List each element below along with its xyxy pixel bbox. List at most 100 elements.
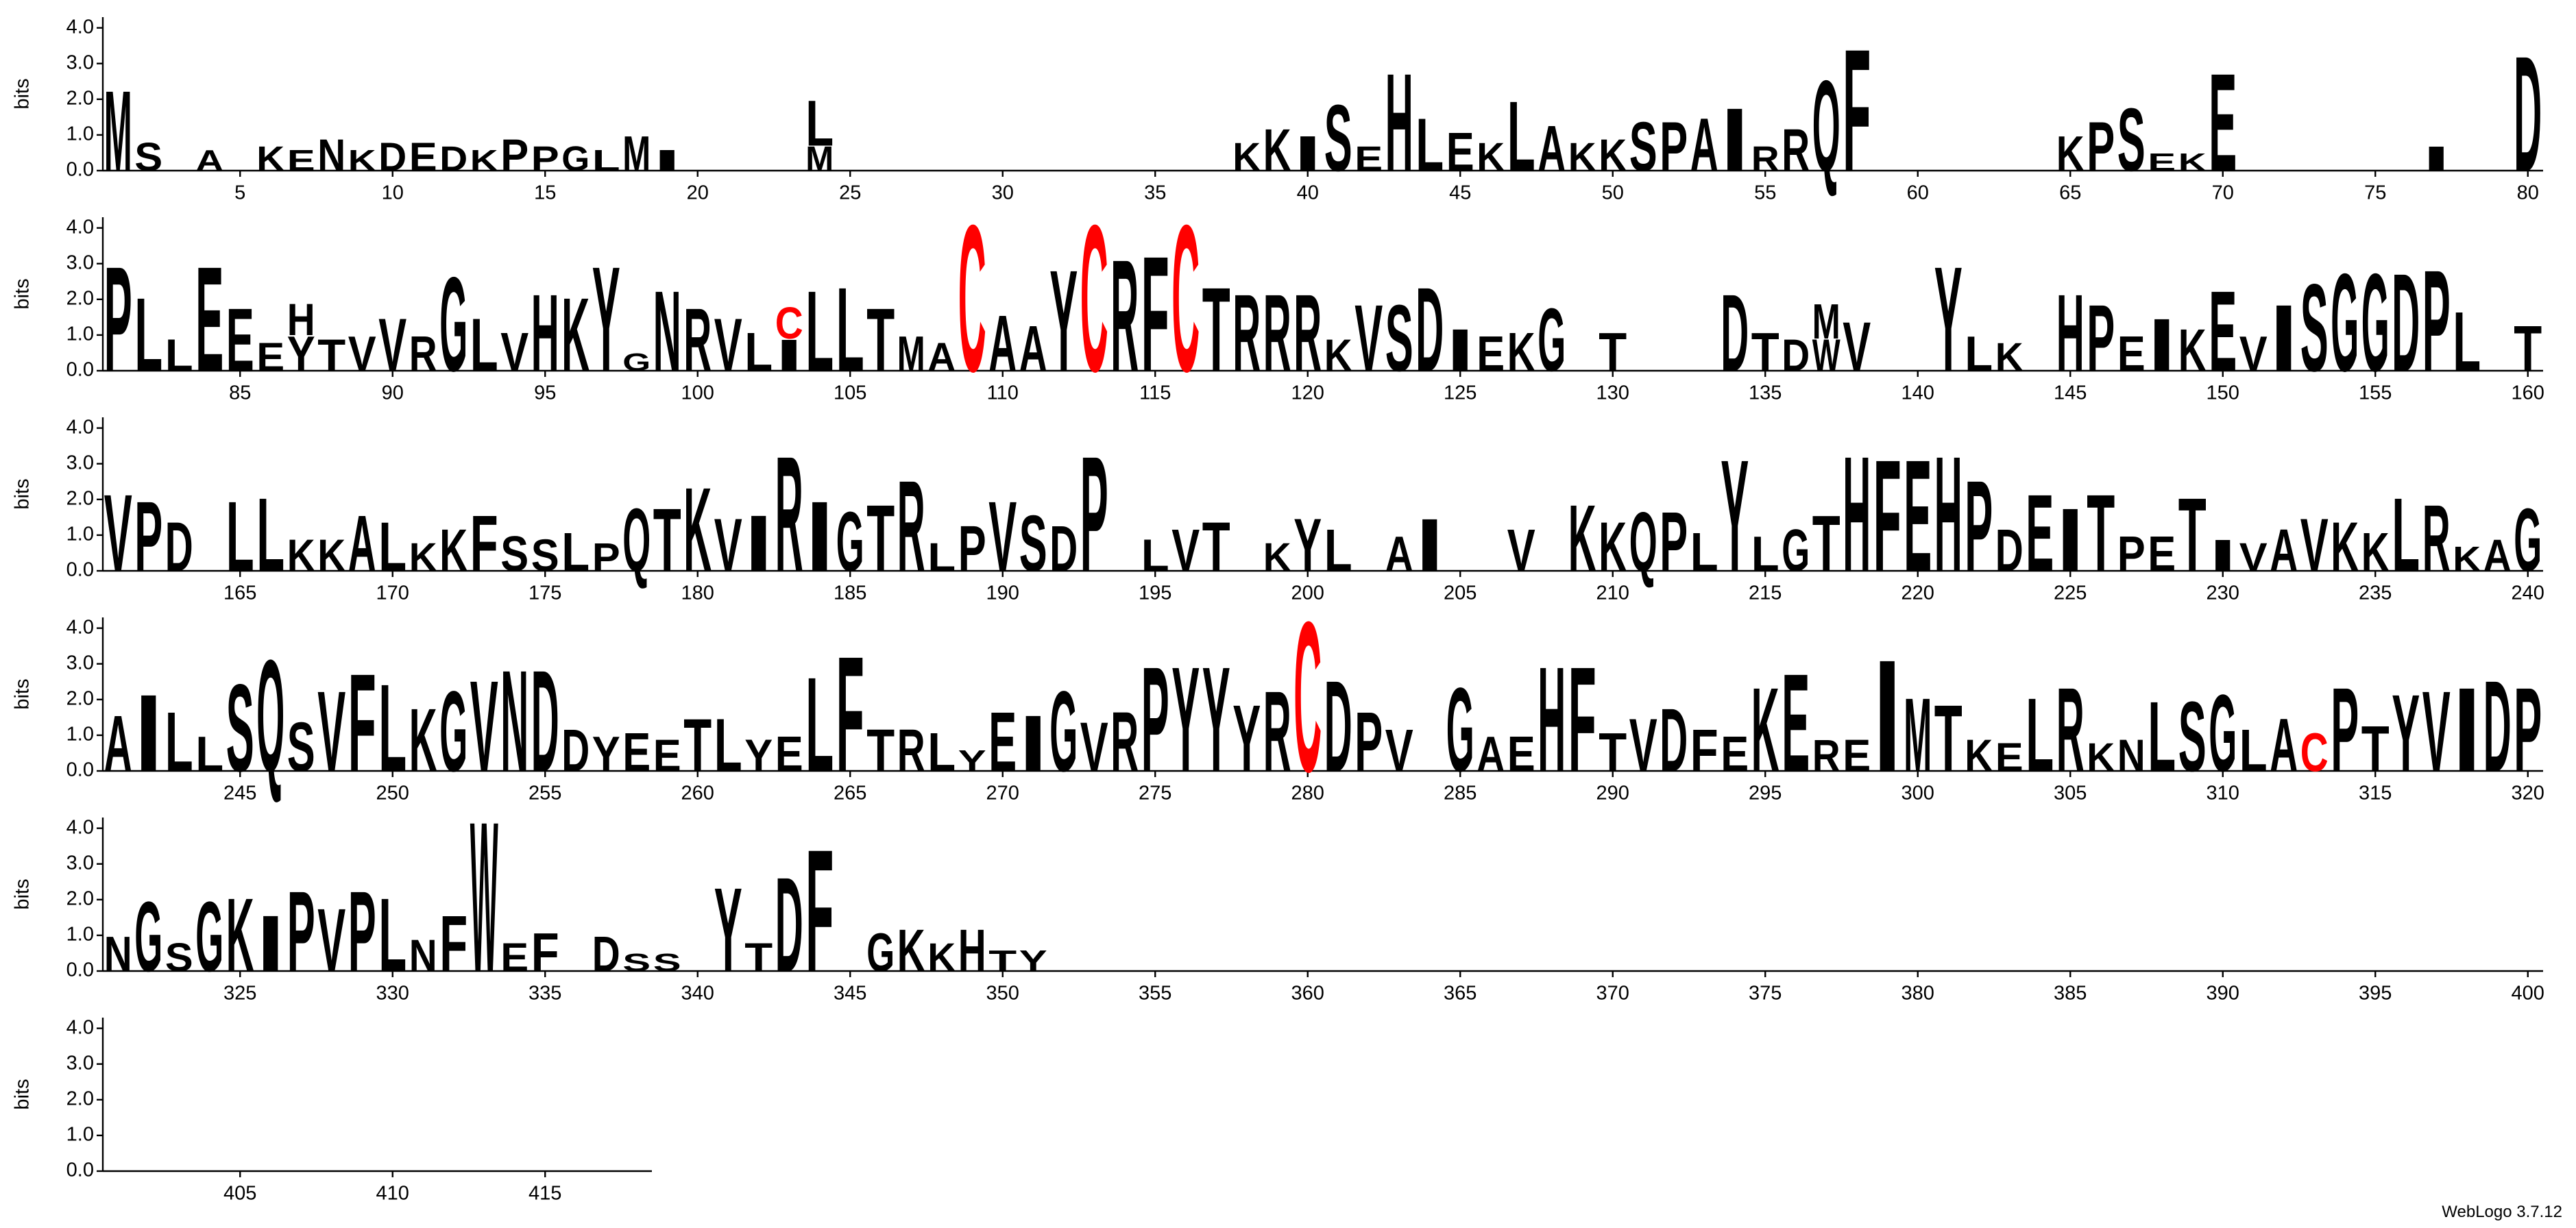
logo-letter: Q (1629, 495, 1657, 589)
logo-letter: D (1995, 517, 2024, 584)
logo-letter: R (1263, 668, 1291, 796)
logo-letter: Y (1202, 636, 1230, 803)
y-tick-label: 2.0 (66, 887, 94, 909)
logo-letter: R (1110, 227, 1139, 405)
logo-letter: I (653, 144, 681, 177)
logo-letter: E (2148, 148, 2176, 176)
logo-letter: D (1049, 513, 1078, 585)
logo-letter: A (1690, 103, 1718, 187)
x-tick-label: 135 (1749, 382, 1782, 404)
y-tick-label: 3.0 (66, 51, 94, 73)
logo-letter: V (2239, 535, 2268, 580)
y-tick-label: 1.0 (66, 123, 94, 145)
logo-letter: T (2514, 312, 2542, 385)
logo-letter: L (1324, 517, 1352, 584)
logo-letter: Y (592, 726, 620, 782)
logo-letter: T (1934, 686, 1963, 791)
x-tick-label: 320 (2512, 783, 2544, 805)
logo-letter: H (287, 295, 315, 345)
logo-letter: M (805, 139, 834, 178)
logo-letter: H (1843, 422, 1871, 606)
logo-letter: I (2453, 663, 2481, 797)
logo-letter: M (1904, 677, 1932, 794)
logo-letter: S (1019, 499, 1047, 588)
logo-letter: K (1263, 116, 1291, 184)
logo-letter: L (2392, 477, 2420, 593)
logo-letter: F (439, 899, 467, 988)
x-tick-label: 360 (1291, 983, 1324, 1005)
x-tick-label: 195 (1139, 582, 1171, 604)
logo-letter: S (165, 935, 193, 980)
logo-letter: G (1446, 663, 1474, 797)
logo-letter: V (2300, 504, 2329, 587)
x-tick-label: 120 (1291, 382, 1324, 404)
logo-letter: L (165, 695, 193, 789)
logo-letter: P (348, 868, 376, 996)
x-tick-label: 350 (986, 983, 1019, 1005)
logo-letter: H (958, 917, 986, 984)
logo-letter: V (1080, 708, 1108, 786)
y-axis-label: bits (12, 678, 34, 709)
logo-letter: K (927, 935, 956, 980)
logo-letter: Y (287, 326, 315, 382)
logo-letter: T (866, 717, 895, 784)
logo-letter: L (378, 508, 406, 586)
logo-letter: R (897, 717, 925, 784)
logo-letter: M (897, 326, 925, 382)
logo-letter: R (1263, 271, 1291, 394)
logo-letter: P (134, 480, 162, 592)
logo-letter: K (409, 689, 437, 790)
logo-letter: D (1660, 689, 1688, 790)
logo-letter: T (866, 289, 895, 390)
logo-letter: A (1019, 312, 1047, 385)
logo-letter: T (2361, 713, 2390, 785)
logo-letter: V (714, 304, 742, 387)
x-tick-label: 325 (223, 983, 256, 1005)
logo-letter: K (1599, 508, 1627, 586)
x-tick-label: 100 (681, 382, 714, 404)
logo-letter: W (1812, 330, 1840, 380)
x-tick-label: 185 (834, 582, 866, 604)
logo-letter: G (836, 495, 864, 589)
logo-letter: V (1629, 704, 1657, 787)
y-tick-label: 3.0 (66, 652, 94, 674)
logo-letter: T (1751, 321, 1779, 382)
logo-letter: D (2392, 245, 2420, 401)
logo-letter: V (714, 504, 742, 587)
y-tick-label: 1.0 (66, 1124, 94, 1146)
logo-letter: I (775, 330, 803, 380)
logo-letter: L (561, 521, 590, 582)
x-tick-label: 130 (1596, 382, 1629, 404)
logo-letter: K (2087, 735, 2115, 780)
y-tick-label: 0.0 (66, 1159, 94, 1181)
logo-letter: E (653, 730, 681, 781)
logo-letter: K (683, 463, 712, 597)
logo-letter: A (195, 144, 223, 177)
logo-letter: L (927, 535, 956, 580)
logo-letter: C (958, 181, 986, 415)
y-tick-label: 2.0 (66, 687, 94, 709)
x-tick-label: 145 (2054, 382, 2087, 404)
logo-letter: I (2056, 489, 2085, 590)
y-tick-label: 4.0 (66, 816, 94, 838)
logo-letter: E (1446, 121, 1474, 182)
x-tick-label: 55 (1754, 182, 1776, 204)
logo-letter: E (2148, 526, 2176, 582)
logo-letter: E (226, 289, 254, 390)
logo-letter: Y (2392, 672, 2420, 794)
logo-letter: R (409, 326, 437, 382)
logo-letter: M (622, 126, 651, 182)
logo-letter: G (2209, 672, 2237, 794)
x-tick-label: 150 (2207, 382, 2239, 404)
x-tick-label: 40 (1297, 182, 1319, 204)
logo-letter: E (1782, 646, 1810, 801)
logo-letter: L (378, 658, 406, 798)
logo-letter: K (1568, 486, 1596, 591)
logo-letter: F (470, 499, 498, 588)
x-tick-label: 290 (1596, 783, 1629, 805)
logo-letter: G (2514, 489, 2542, 590)
x-tick-label: 35 (1144, 182, 1166, 204)
x-tick-label: 175 (528, 582, 561, 604)
logo-letter: K (256, 139, 284, 178)
logo-letter: V (500, 321, 528, 382)
